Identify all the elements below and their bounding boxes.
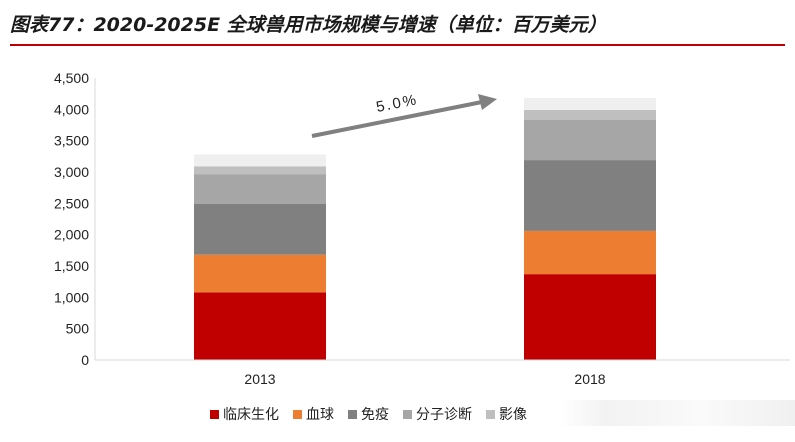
bar-segment	[194, 254, 326, 293]
legend-swatch	[348, 409, 357, 419]
bar-segment	[194, 174, 326, 204]
growth-arrow-head	[478, 94, 497, 110]
legend-item: 临床生化	[210, 404, 279, 424]
legend-item: 分子诊断	[403, 404, 472, 424]
legend-item: 血球	[293, 404, 334, 424]
legend-swatch	[486, 409, 495, 419]
chart-title: 图表77：2020-2025E 全球兽用市场规模与增速（单位：百万美元）	[10, 14, 607, 36]
bars	[194, 98, 656, 360]
legend-swatch	[403, 409, 412, 419]
y-tick-label: 4,500	[54, 70, 89, 86]
legend-label: 免疫	[361, 407, 389, 423]
legend-label: 血球	[306, 407, 334, 423]
y-tick-label: 3,500	[54, 133, 89, 149]
y-axis: 0 500 1,000 1,500 2,000 2,500 3,000 3,500 4,000 4…	[54, 70, 96, 368]
title-underline	[10, 44, 785, 46]
bar-segment	[524, 230, 656, 275]
bar-segment	[194, 292, 326, 360]
y-tick-label: 2,000	[54, 227, 89, 243]
bar-segment	[524, 119, 656, 161]
legend-swatch	[210, 409, 219, 419]
bar-segment	[524, 274, 656, 360]
growth-annotation: 5.0%	[311, 91, 497, 138]
bar-segment	[194, 154, 326, 167]
bar-segment	[524, 109, 656, 120]
bar-segment	[194, 166, 326, 175]
legend-label: 分子诊断	[416, 407, 472, 423]
legend-label: 临床生化	[223, 407, 279, 423]
legend-swatch	[293, 409, 302, 419]
watermark-blur	[560, 400, 795, 426]
x-tick-label: 2018	[574, 371, 605, 387]
y-tick-label: 1,500	[54, 258, 89, 274]
bar-segment	[524, 160, 656, 231]
growth-arrow-line	[311, 100, 483, 138]
legend-item: 影像	[486, 404, 527, 424]
y-tick-label: 4,000	[54, 101, 89, 117]
legend-item: 免疫	[348, 404, 389, 424]
y-tick-label: 0	[81, 352, 89, 368]
y-tick-label: 500	[66, 321, 90, 337]
y-tick-label: 3,000	[54, 164, 89, 180]
x-axis: 2013 2018	[95, 359, 790, 387]
legend: 临床生化 血球 免疫 分子诊断 影像	[210, 404, 527, 424]
growth-rate-label: 5.0%	[375, 91, 420, 116]
y-tick-label: 2,500	[54, 195, 89, 211]
bar-segment	[524, 98, 656, 110]
y-tick-label: 1,000	[54, 289, 89, 305]
bar-segment	[194, 203, 326, 255]
legend-label: 影像	[499, 407, 527, 423]
x-tick-label: 2013	[244, 371, 275, 387]
